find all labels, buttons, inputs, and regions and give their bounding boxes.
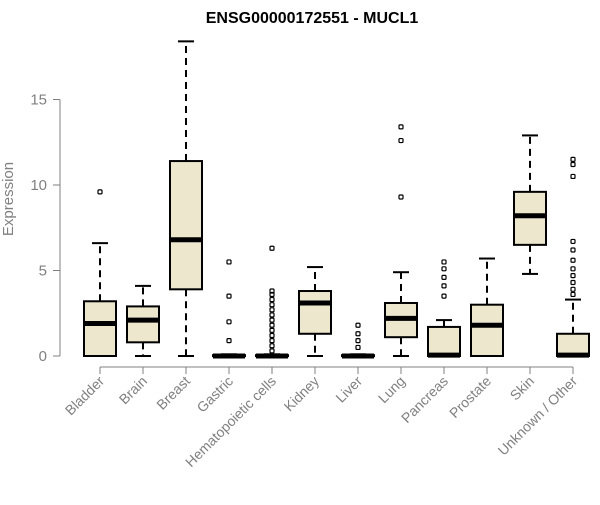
box-12: [556, 156, 590, 358]
outlier-point: [269, 288, 275, 294]
x-tick-label: Prostate: [446, 373, 494, 421]
box-7: [341, 322, 375, 359]
outlier-point: [398, 194, 404, 200]
outlier-point: [570, 286, 576, 292]
x-tick-label: Lung: [375, 373, 408, 406]
outlier-point: [570, 156, 576, 162]
outlier-point: [269, 312, 275, 318]
iqr-box: [513, 190, 547, 246]
outlier-point: [355, 338, 361, 344]
outlier-point: [269, 343, 275, 349]
outlier-point: [441, 266, 447, 272]
y-tick-label: 10: [30, 177, 47, 194]
outlier-point: [355, 344, 361, 351]
outlier-point: [570, 266, 576, 272]
iqr-box: [470, 303, 504, 358]
x-tick-label: Breast: [153, 373, 193, 413]
x-tick-label: Brain: [116, 373, 150, 407]
iqr-box: [126, 305, 160, 344]
outlier-point: [269, 348, 275, 354]
outlier-point: [97, 189, 103, 195]
y-axis-label: Expression: [0, 162, 17, 236]
iqr-box: [83, 300, 117, 357]
outlier-point: [441, 283, 447, 289]
box-2: [126, 284, 160, 357]
x-tick-label: Liver: [332, 373, 365, 406]
outlier-point: [269, 327, 275, 333]
outlier-point: [269, 302, 275, 308]
box-8: [384, 124, 418, 357]
x-tick-label: Bladder: [62, 373, 108, 419]
y-tick-label: 15: [30, 92, 47, 109]
box-3: [169, 40, 203, 357]
outlier-point: [226, 293, 232, 299]
boxes-group: [83, 40, 590, 359]
x-tick-label: Pancreas: [398, 373, 451, 426]
chart-title: ENSG00000172551 - MUCL1: [206, 10, 419, 27]
x-tick-label: Kidney: [281, 373, 323, 415]
outlier-point: [269, 296, 275, 303]
outlier-point: [269, 317, 275, 323]
outlier-point: [441, 293, 447, 299]
outlier-point: [441, 274, 447, 280]
box-9: [427, 259, 461, 358]
outlier-point: [355, 322, 361, 328]
iqr-box: [427, 325, 461, 357]
x-tick-label: Skin: [507, 373, 538, 404]
y-tick-label: 0: [39, 348, 47, 365]
box-11: [513, 134, 547, 275]
box-1: [83, 189, 117, 357]
iqr-box: [298, 290, 332, 335]
outlier-point: [570, 161, 576, 168]
outlier-point: [269, 322, 275, 328]
x-tick-label: Unknown / Other: [495, 373, 581, 459]
box-5: [255, 245, 289, 359]
outlier-point: [398, 137, 404, 144]
x-tick-label: Gastric: [193, 373, 236, 416]
outlier-point: [570, 173, 576, 180]
outlier-point: [269, 245, 275, 251]
outlier-point: [398, 124, 404, 130]
outlier-point: [570, 247, 576, 253]
outlier-point: [269, 332, 275, 339]
outlier-point: [570, 291, 576, 298]
outlier-point: [226, 338, 232, 344]
outlier-point: [570, 273, 576, 279]
box-10: [470, 257, 504, 358]
outlier-point: [570, 238, 576, 245]
outlier-point: [269, 338, 275, 344]
outlier-point: [570, 279, 576, 286]
outlier-point: [441, 259, 447, 265]
outlier-point: [226, 319, 232, 325]
y-tick-label: 5: [39, 263, 47, 280]
outlier-point: [570, 257, 576, 263]
box-4: [212, 259, 246, 359]
outlier-point: [226, 259, 232, 265]
outlier-point: [355, 331, 361, 337]
y-axis: 0 5 10 15: [30, 92, 61, 365]
iqr-box: [169, 160, 203, 291]
box-6: [298, 266, 332, 357]
outlier-point: [269, 307, 275, 313]
